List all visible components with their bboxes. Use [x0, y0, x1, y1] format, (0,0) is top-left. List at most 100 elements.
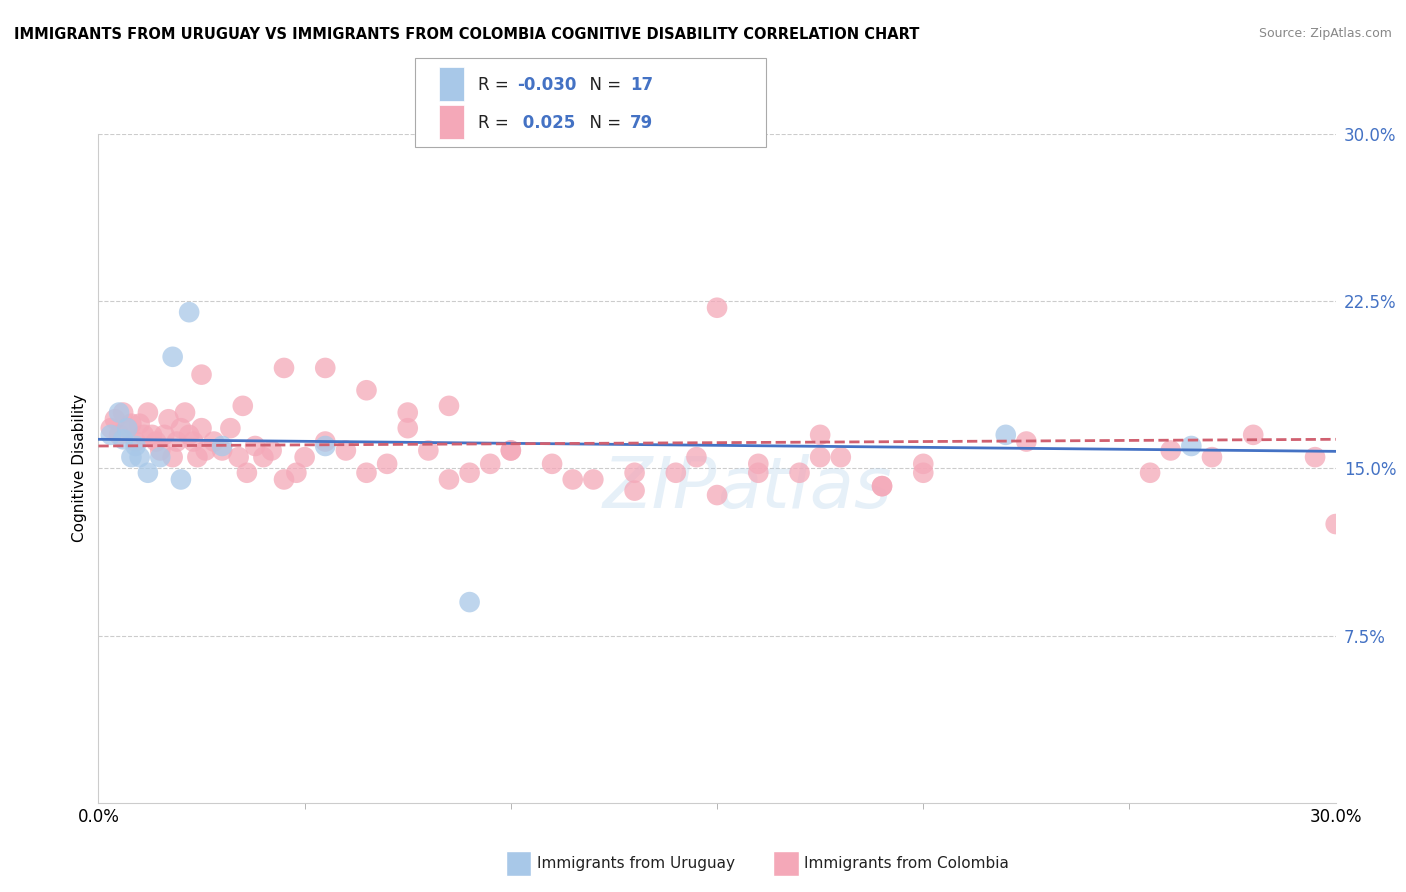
Point — [356, 384, 378, 398]
Point — [499, 443, 522, 458]
Point — [912, 466, 935, 480]
Point — [870, 479, 893, 493]
Point — [582, 473, 605, 487]
Point — [418, 443, 440, 458]
Point — [211, 439, 233, 453]
Point — [136, 406, 159, 420]
Point — [170, 473, 193, 487]
Point — [685, 450, 707, 465]
Point — [808, 450, 831, 465]
Point — [120, 417, 142, 431]
Point — [273, 473, 295, 487]
Y-axis label: Cognitive Disability: Cognitive Disability — [72, 394, 87, 542]
Point — [117, 421, 139, 435]
Point — [458, 595, 481, 609]
Point — [541, 457, 564, 471]
Point — [260, 443, 283, 458]
Point — [314, 439, 336, 453]
Point — [132, 428, 155, 442]
Point — [1139, 466, 1161, 480]
Point — [174, 406, 197, 420]
Point — [181, 434, 204, 449]
Point — [273, 361, 295, 376]
Point — [120, 450, 142, 465]
Point — [236, 466, 259, 480]
Point — [285, 466, 308, 480]
Point — [228, 450, 250, 465]
Point — [128, 417, 150, 431]
Text: ZIP: ZIP — [603, 454, 717, 523]
Point — [335, 443, 357, 458]
Point — [499, 443, 522, 458]
Point — [136, 466, 159, 480]
Point — [117, 421, 139, 435]
Point — [747, 466, 769, 480]
Point — [706, 301, 728, 315]
Point — [830, 450, 852, 465]
Point — [623, 466, 645, 480]
Text: 79: 79 — [630, 113, 654, 132]
Point — [202, 434, 225, 449]
Text: R =: R = — [478, 113, 515, 132]
Point — [912, 457, 935, 471]
Point — [561, 473, 583, 487]
Point — [396, 406, 419, 420]
Point — [994, 428, 1017, 442]
Point — [870, 479, 893, 493]
Point — [112, 433, 135, 447]
Point — [149, 443, 172, 458]
Point — [128, 450, 150, 465]
Point — [166, 434, 188, 449]
Point — [294, 450, 316, 465]
Point — [665, 466, 688, 480]
Point — [162, 350, 184, 364]
Text: -0.030: -0.030 — [517, 76, 576, 94]
Point — [141, 428, 163, 442]
Point — [100, 428, 122, 442]
Point — [1303, 450, 1326, 465]
Point — [104, 412, 127, 426]
Text: N =: N = — [579, 76, 627, 94]
Point — [375, 457, 398, 471]
Point — [314, 434, 336, 449]
Point — [170, 421, 193, 435]
Point — [1201, 450, 1223, 465]
Point — [747, 457, 769, 471]
Point — [179, 428, 201, 442]
Text: Source: ZipAtlas.com: Source: ZipAtlas.com — [1258, 27, 1392, 40]
Point — [124, 439, 146, 453]
Point — [108, 406, 131, 420]
Point — [124, 434, 146, 449]
Point — [108, 428, 131, 442]
Point — [190, 421, 212, 435]
Point — [190, 368, 212, 382]
Text: R =: R = — [478, 76, 515, 94]
Text: Immigrants from Uruguay: Immigrants from Uruguay — [537, 856, 735, 871]
Point — [252, 450, 274, 465]
Point — [186, 450, 208, 465]
Point — [314, 361, 336, 376]
Text: 17: 17 — [630, 76, 652, 94]
Point — [219, 421, 242, 435]
Point — [243, 439, 266, 453]
Text: IMMIGRANTS FROM URUGUAY VS IMMIGRANTS FROM COLOMBIA COGNITIVE DISABILITY CORRELA: IMMIGRANTS FROM URUGUAY VS IMMIGRANTS FR… — [14, 27, 920, 42]
Point — [112, 406, 135, 420]
Point — [149, 450, 172, 465]
Point — [1015, 434, 1038, 449]
Point — [1324, 517, 1347, 532]
Text: atlas: atlas — [717, 454, 891, 523]
Point — [706, 488, 728, 502]
Point — [179, 305, 201, 319]
Point — [232, 399, 254, 413]
Point — [1160, 443, 1182, 458]
Point — [356, 466, 378, 480]
Point — [1241, 428, 1264, 442]
Text: N =: N = — [579, 113, 627, 132]
Point — [194, 443, 217, 458]
Point — [145, 434, 167, 449]
Point — [1180, 439, 1202, 453]
Point — [623, 483, 645, 498]
Point — [458, 466, 481, 480]
Point — [157, 412, 180, 426]
Text: 0.025: 0.025 — [517, 113, 575, 132]
